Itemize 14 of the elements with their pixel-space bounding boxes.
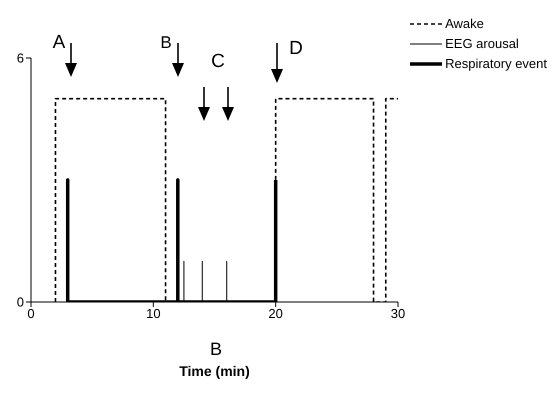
x-tick-label: 10 bbox=[146, 306, 161, 322]
legend-label: Respiratory event bbox=[445, 55, 547, 73]
legend-label: Awake bbox=[445, 15, 484, 33]
x-tick-label: 20 bbox=[268, 306, 283, 322]
x-tick-label: 0 bbox=[27, 306, 35, 322]
annotation: D bbox=[289, 38, 303, 59]
legend-label: EEG arousal bbox=[445, 35, 519, 53]
x-tick-label: 30 bbox=[390, 306, 406, 322]
x-axis-title: Time (min) bbox=[179, 363, 250, 379]
y-tick-label: 6 bbox=[16, 50, 24, 66]
text: A bbox=[52, 32, 66, 53]
text: B bbox=[210, 339, 222, 359]
annotation: C bbox=[211, 51, 225, 72]
text: B bbox=[160, 33, 172, 52]
